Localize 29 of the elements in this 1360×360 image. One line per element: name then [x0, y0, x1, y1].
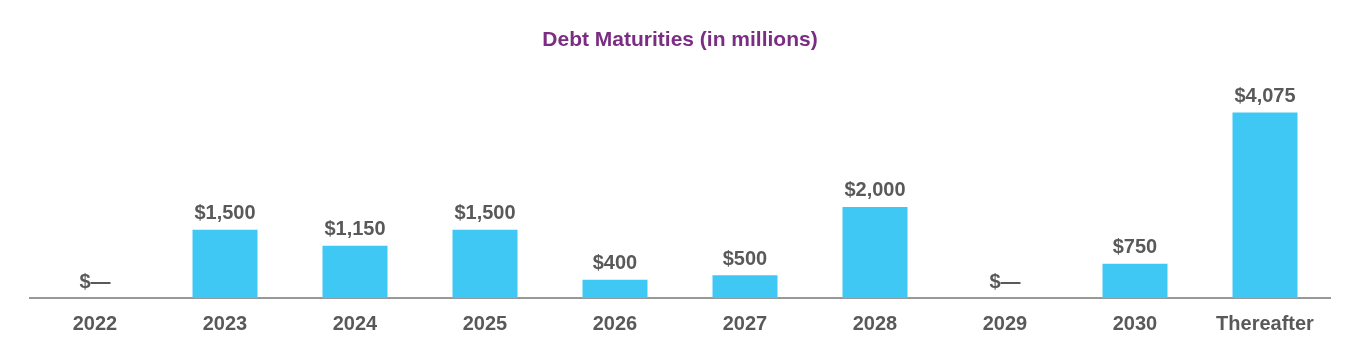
data-label: $1,500: [194, 201, 256, 224]
data-label: $—: [989, 269, 1021, 292]
data-label: $2,000: [844, 178, 906, 201]
data-label: $500: [722, 246, 768, 269]
x-tick-label: 2027: [722, 311, 768, 334]
bar: [1102, 263, 1168, 298]
x-tick-label: Thereafter: [1216, 311, 1315, 334]
chart-title: Debt Maturities (in millions): [542, 27, 818, 51]
x-tick-label: 2026: [592, 311, 638, 334]
data-label: $—: [79, 269, 111, 292]
bar: [712, 275, 778, 298]
x-tick-label: 2022: [72, 311, 118, 334]
data-label: $400: [592, 251, 638, 274]
bar: [842, 206, 908, 298]
bar: [582, 279, 648, 298]
bar: [1232, 112, 1298, 298]
data-label: $4,075: [1234, 84, 1296, 107]
x-tick-label: 2023: [202, 311, 248, 334]
bar: [192, 229, 258, 298]
x-tick-label: 2028: [852, 311, 898, 334]
x-tick-label: 2030: [1112, 311, 1158, 334]
bar: [452, 229, 518, 298]
data-label: $1,150: [324, 217, 386, 240]
x-tick-label: 2024: [332, 311, 379, 334]
data-label: $750: [1112, 235, 1158, 258]
data-label: $1,500: [454, 201, 516, 224]
x-tick-label: 2029: [982, 311, 1028, 334]
x-tick-label: 2025: [462, 311, 508, 334]
bar: [322, 245, 388, 298]
